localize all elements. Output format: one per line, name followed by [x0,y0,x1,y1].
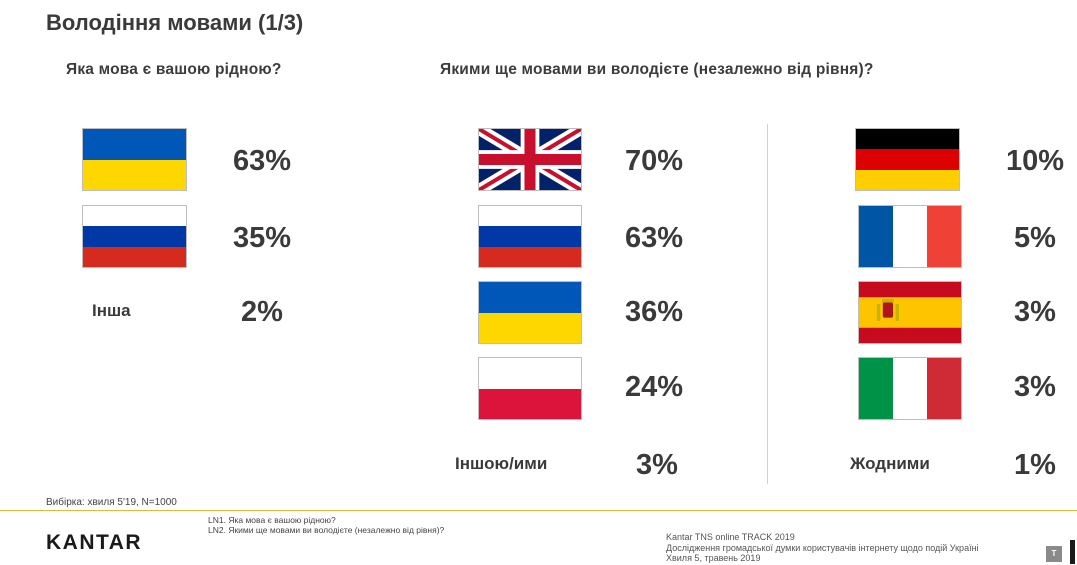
other-spanish-value: 3% [1014,296,1056,328]
page-bar [1070,540,1075,564]
note-ln1: LN1. Яка мова є вашою рідною? [208,515,336,525]
source-line-2: Дослідження громадської думки користувач… [666,542,979,553]
native-other-label: Інша [92,301,131,320]
question-native-language: Яка мова є вашою рідною? [66,61,282,78]
page-badge: T [1046,546,1062,562]
native-russian-value: 35% [233,222,292,254]
footer-divider [0,510,1077,511]
ukraine-flag [82,128,187,191]
other-english-value: 70% [625,145,684,177]
column-divider [767,124,768,484]
native-ukrainian-value: 63% [233,145,292,177]
other-french-value: 5% [1014,222,1056,254]
uk-flag [478,128,582,191]
kantar-logo: KANTAR [46,531,143,554]
page-title: Володіння мовами (1/3) [46,10,304,35]
none-label: Жодними [850,454,930,473]
other-languages-label: Іншою/ими [455,454,548,473]
other-russian-value: 63% [625,222,684,254]
france-flag [858,205,962,268]
question-other-languages: Якими ще мовами ви володієте (незалежно … [440,61,874,78]
italy-flag [858,357,962,420]
source-line-1: Kantar TNS online TRACK 2019 [666,532,795,542]
source-line-3: Хвиля 5, травень 2019 [666,553,761,563]
russia-flag [478,205,582,268]
other-italian-value: 3% [1014,371,1056,403]
other-ukrainian-value: 36% [625,296,684,328]
other-languages-value: 3% [636,449,678,481]
poland-flag [478,357,582,420]
sample-note: Вибірка: хвиля 5'19, N=1000 [46,497,177,508]
source-info: Kantar TNS online TRACK 2019 Дослідження… [666,532,979,564]
none-value: 1% [1014,449,1056,481]
russia-flag [82,205,187,268]
native-other-value: 2% [241,296,283,328]
germany-flag [855,128,960,191]
question-notes: LN1. Яка мова є вашою рідною? LN2. Якими… [208,515,444,535]
spain-flag [858,281,962,344]
ukraine-flag [478,281,582,344]
other-german-value: 10% [1006,145,1065,177]
other-polish-value: 24% [625,371,684,403]
note-ln2: LN2. Якими ще мовами ви володієте (незал… [208,525,445,535]
